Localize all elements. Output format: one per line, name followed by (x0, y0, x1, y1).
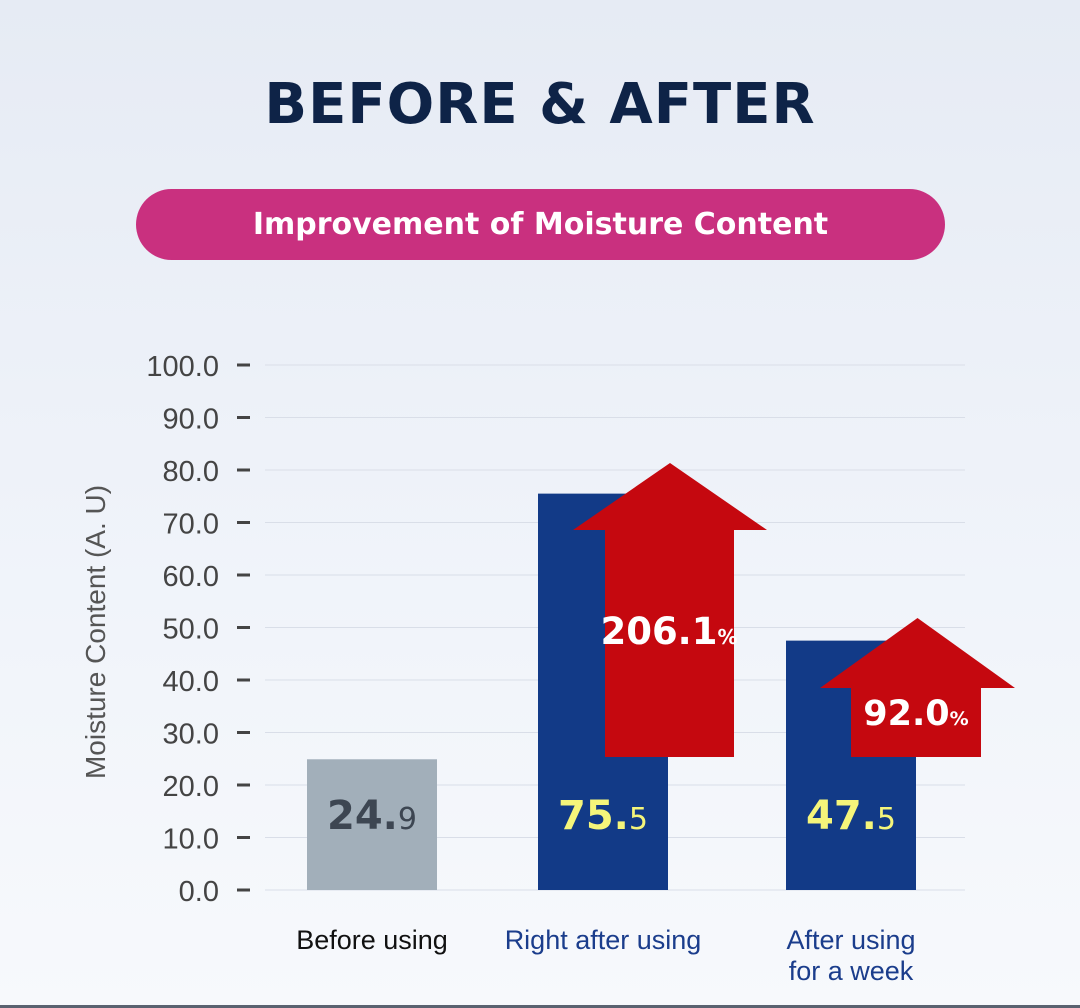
subtitle-text: Improvement of Moisture Content (252, 207, 829, 242)
y-tick-label: 0.0 (179, 876, 219, 908)
bar-0 (307, 759, 437, 890)
y-tick-label: 80.0 (163, 456, 219, 488)
subtitle-banner: Improvement of Moisture Content (136, 189, 945, 260)
y-tick-label: 60.0 (163, 561, 219, 593)
increase-label-1: 206.1% (600, 610, 737, 653)
y-tick-label: 100.0 (146, 351, 219, 383)
y-tick-label: 40.0 (163, 666, 219, 698)
y-axis-label: Moisture Content (A. U) (80, 485, 111, 779)
x-category-label: Before using (296, 925, 448, 955)
y-tick-label: 90.0 (163, 404, 219, 436)
bottom-divider (0, 1005, 1080, 1008)
bar-value-label-1: 75.5 (558, 793, 648, 839)
increase-arrow-2 (820, 618, 1015, 757)
x-category-label: for a week (789, 956, 914, 986)
bar-value-label-0: 24.9 (327, 793, 417, 839)
bar-value-label-2: 47.5 (806, 793, 896, 839)
y-tick-label: 20.0 (163, 771, 219, 803)
x-category-label: Right after using (505, 925, 702, 955)
y-tick-label: 10.0 (163, 824, 219, 856)
y-tick-label: 30.0 (163, 719, 219, 751)
y-tick-label: 70.0 (163, 509, 219, 541)
increase-arrow-1 (573, 463, 767, 757)
increase-label-2: 92.0% (863, 694, 968, 734)
y-tick-label: 50.0 (163, 614, 219, 646)
x-category-label: After using (786, 925, 915, 955)
chart-title: BEFORE & AFTER (264, 72, 816, 137)
